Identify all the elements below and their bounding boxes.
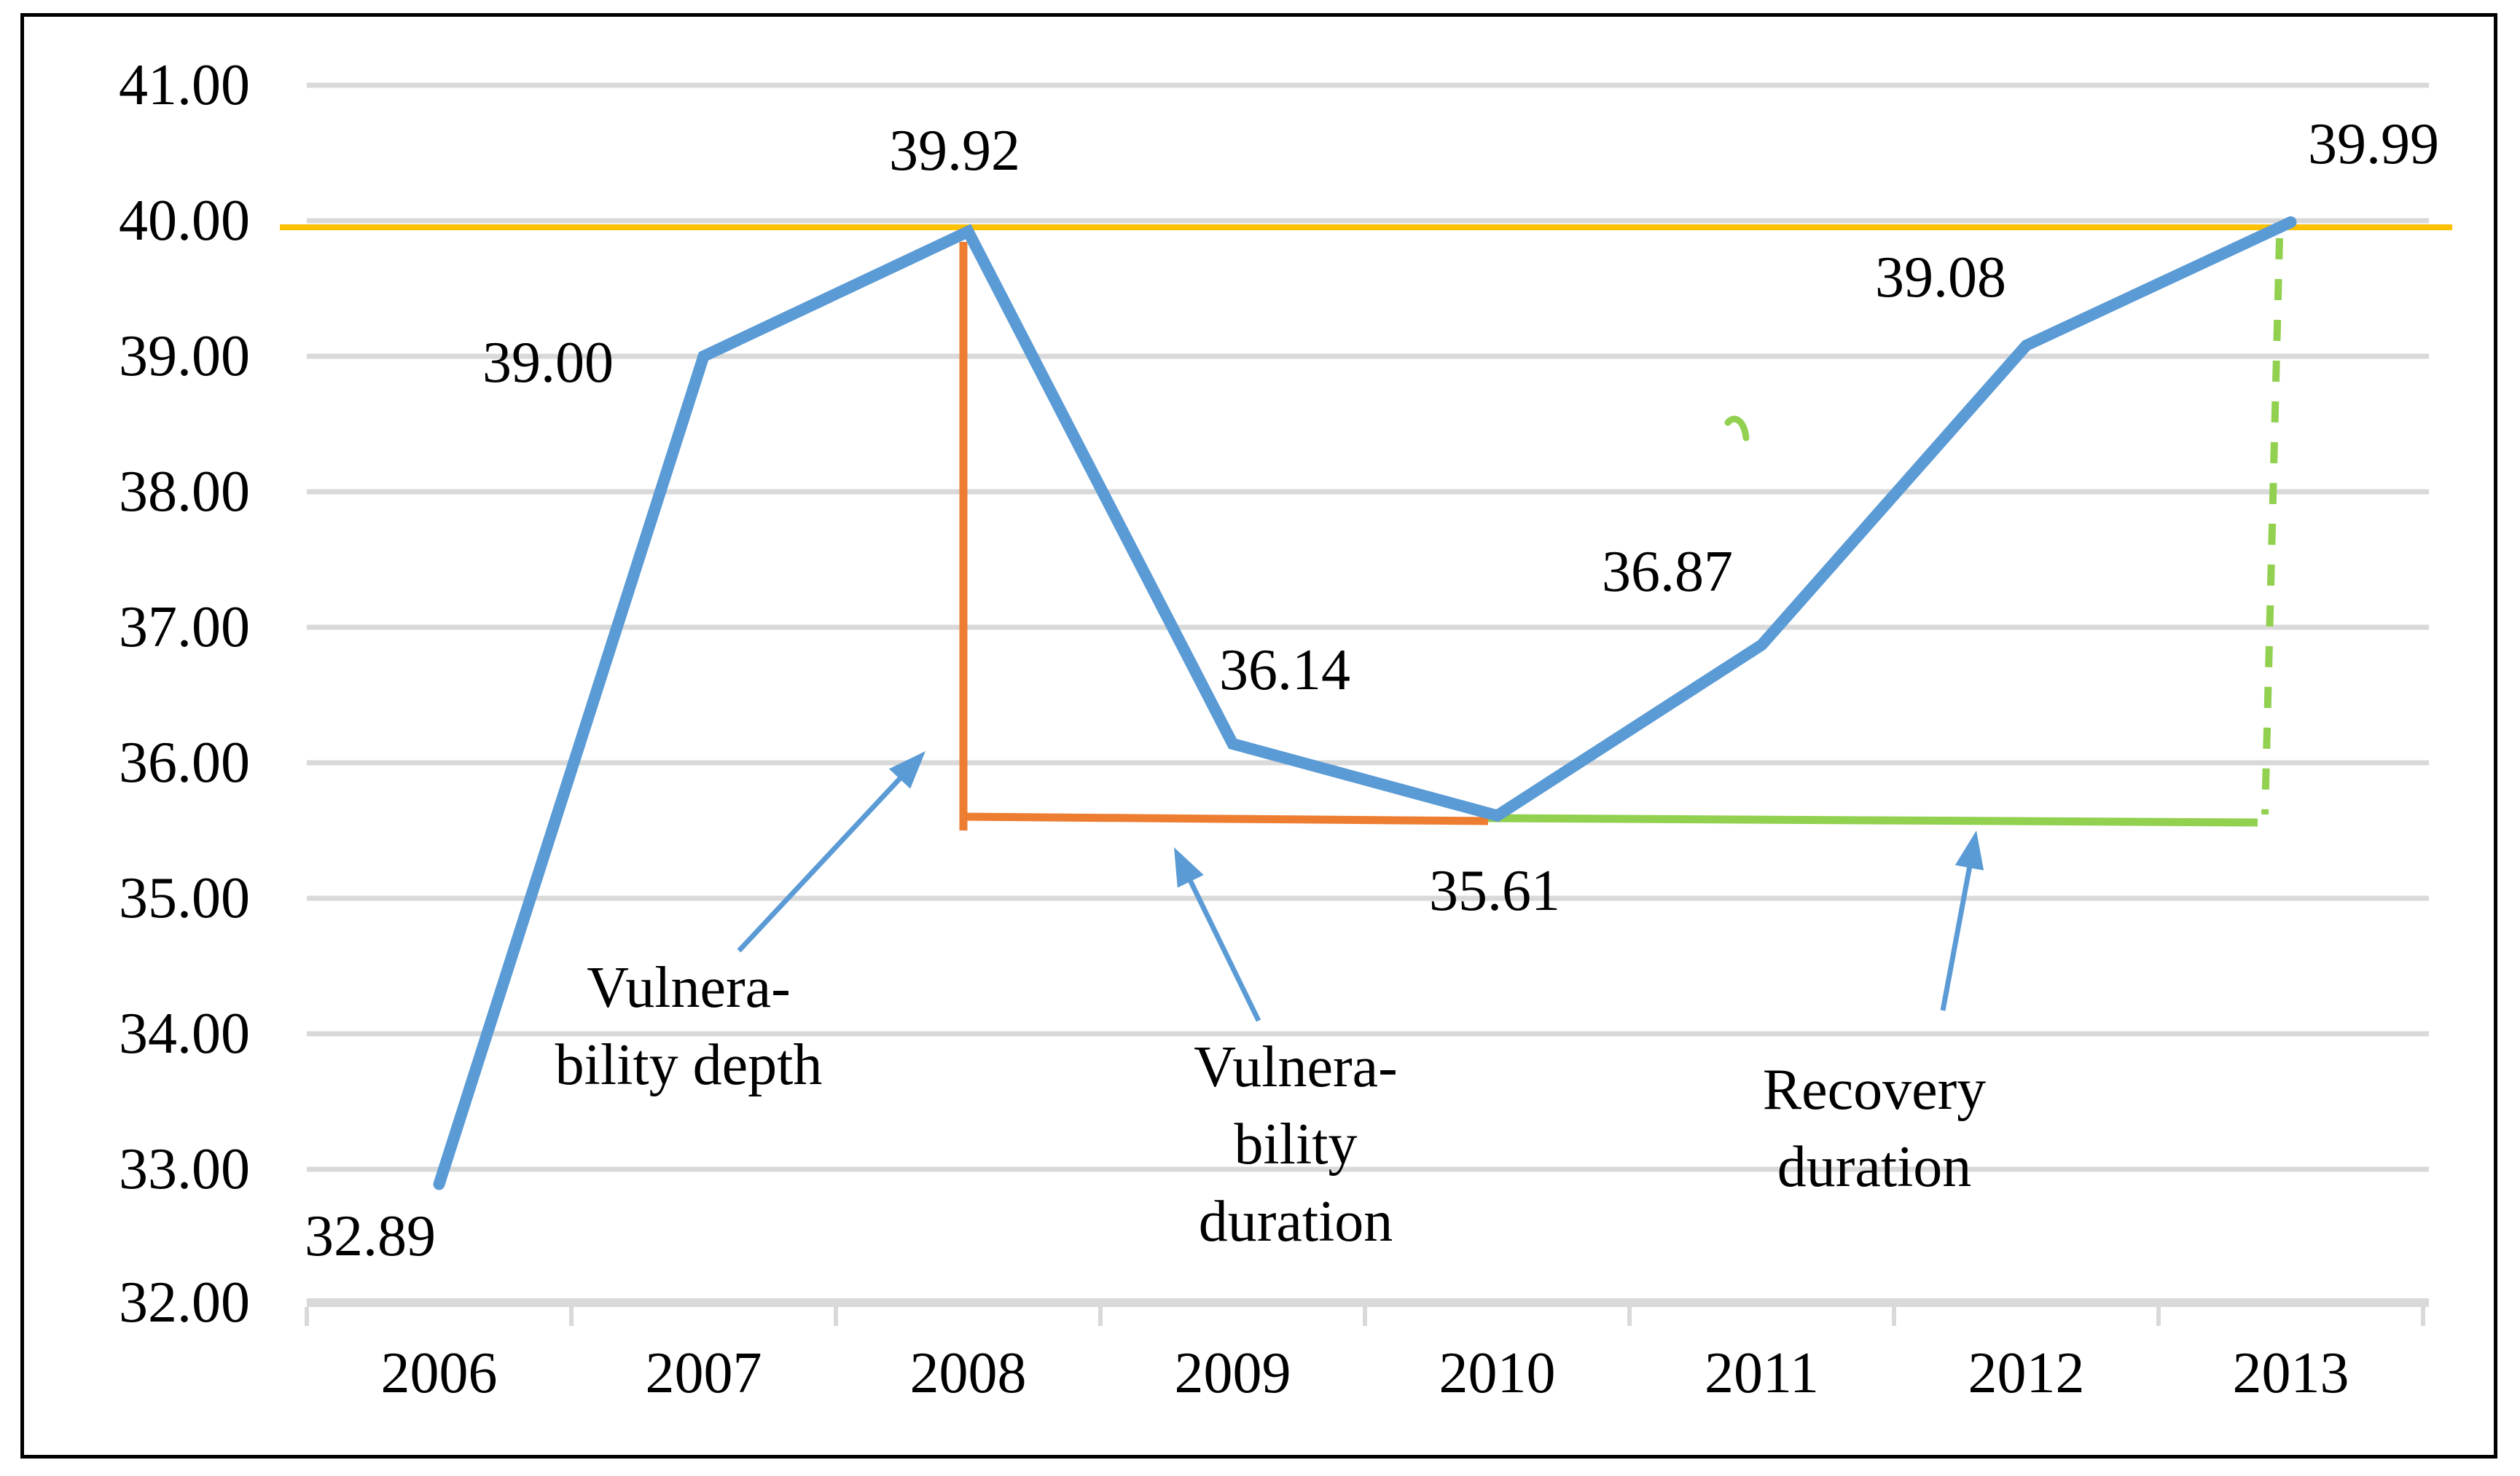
data-label: 39.92 xyxy=(889,119,1020,183)
data-label: 39.99 xyxy=(2308,112,2439,176)
recovery-end-dashed-line xyxy=(2261,238,2283,815)
y-axis-tick-label: 35.00 xyxy=(119,866,250,930)
x-axis-tick-label: 2010 xyxy=(1439,1341,1556,1405)
recovery-duration-arrow-head xyxy=(1954,831,1984,871)
x-axis-tick-label: 2011 xyxy=(1705,1341,1819,1405)
recovery-duration-line xyxy=(1487,814,2258,827)
data-label: 39.08 xyxy=(1875,246,2006,310)
y-axis-tick-label: 38.00 xyxy=(119,460,250,524)
vulnerability-duration-arrow xyxy=(1185,874,1261,1022)
vulnerability-depth-arrow-head xyxy=(888,751,926,789)
green-arc-mark xyxy=(1724,415,1750,441)
x-axis-tick-label: 2013 xyxy=(2233,1341,2349,1405)
y-axis-tick-label: 41.00 xyxy=(119,53,250,117)
data-label: 39.00 xyxy=(482,331,614,395)
y-axis-tick-label: 34.00 xyxy=(119,1002,250,1066)
vulnerability-duration-line xyxy=(963,812,1489,825)
annotation-recovery-duration: Recovery duration xyxy=(1762,1058,1987,1199)
y-axis-tick-label: 39.00 xyxy=(119,324,250,388)
y-axis-tick-label: 36.00 xyxy=(119,731,250,795)
y-axis-tick-label: 37.00 xyxy=(119,595,250,659)
x-axis-tick-label: 2012 xyxy=(1968,1341,2085,1405)
vulnerability-depth-arrow xyxy=(737,772,907,953)
y-axis-tick-label: 40.00 xyxy=(119,189,250,253)
y-axis-tick-label: 33.00 xyxy=(119,1137,250,1201)
data-label: 32.89 xyxy=(305,1204,436,1268)
annotation-vulnerability-duration: Vulnera- bility duration xyxy=(1194,1035,1398,1254)
figure-border xyxy=(20,13,2497,1459)
x-axis-tick-label: 2009 xyxy=(1175,1341,1291,1405)
data-label: 36.14 xyxy=(1219,638,1350,702)
x-axis-tick-label: 2008 xyxy=(910,1341,1027,1405)
data-label: 36.87 xyxy=(1602,540,1733,604)
x-axis-tick-label: 2006 xyxy=(381,1341,498,1405)
vulnerability-duration-arrow-head xyxy=(1174,847,1204,888)
series-line xyxy=(433,216,2297,1190)
y-axis-tick-label: 32.00 xyxy=(119,1271,250,1335)
recovery-duration-arrow xyxy=(1940,860,1973,1011)
annotation-vulnerability-depth: Vulnera- bility depth xyxy=(555,956,823,1097)
x-axis-tick-label: 2007 xyxy=(646,1341,762,1405)
data-label: 35.61 xyxy=(1429,859,1560,923)
